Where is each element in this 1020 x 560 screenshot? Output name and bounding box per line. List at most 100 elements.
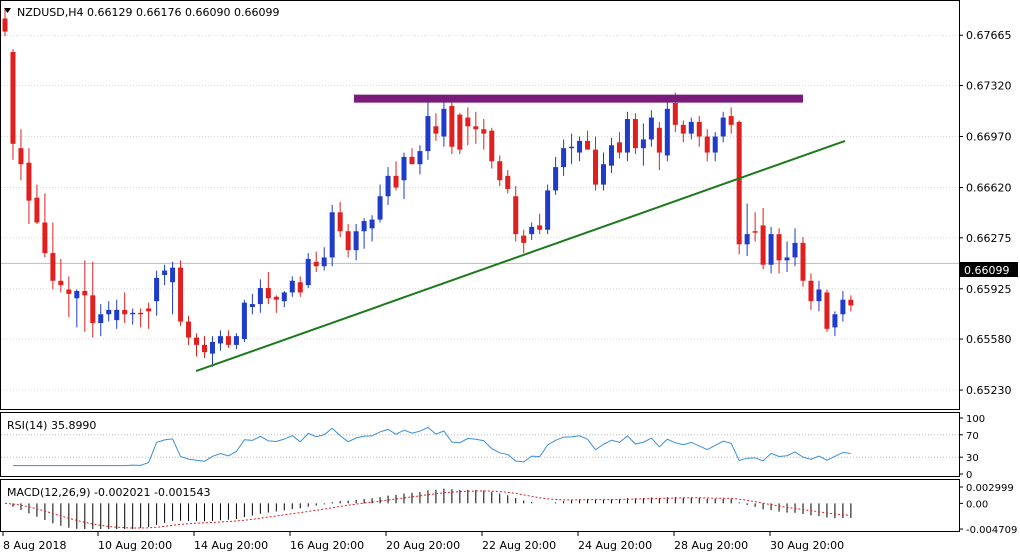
candle-body bbox=[281, 292, 287, 302]
price-tick-label: 0.65925 bbox=[966, 283, 1012, 296]
candle-body bbox=[10, 52, 16, 144]
candle-body bbox=[34, 197, 40, 223]
candle-body bbox=[42, 222, 48, 254]
candle-body bbox=[800, 242, 806, 281]
candle-body bbox=[321, 257, 327, 267]
candle-body bbox=[217, 336, 223, 344]
candle-body bbox=[848, 299, 854, 306]
candle-body bbox=[50, 253, 56, 281]
candle-body bbox=[377, 196, 383, 220]
rsi-tick-label: 70 bbox=[966, 431, 979, 442]
price-tick-label: 0.67320 bbox=[966, 80, 1012, 93]
candle-body bbox=[832, 314, 838, 328]
candle-body bbox=[122, 309, 128, 315]
candle-body bbox=[537, 225, 543, 230]
macd-panel bbox=[0, 479, 960, 532]
candle-body bbox=[409, 156, 415, 165]
candle-body bbox=[2, 18, 8, 32]
macd-tick-label: 0.00 bbox=[966, 499, 988, 510]
rsi-label: RSI(14) 35.8990 bbox=[7, 419, 96, 432]
candle-body bbox=[345, 231, 351, 251]
overlays-group bbox=[195, 94, 846, 373]
candle-body bbox=[553, 167, 559, 191]
candle-body bbox=[784, 257, 790, 261]
candle-body bbox=[840, 299, 846, 315]
candle-body bbox=[465, 117, 471, 127]
main-panel bbox=[0, 0, 960, 410]
candle-body bbox=[154, 277, 160, 302]
candles-group bbox=[2, 8, 854, 367]
macd-tick-label: -0.004709 bbox=[966, 525, 1017, 536]
candle-body bbox=[640, 139, 646, 149]
candle-body bbox=[489, 130, 495, 162]
time-tick-label: 30 Aug 20:00 bbox=[770, 539, 844, 552]
candle-body bbox=[672, 103, 678, 125]
candle-body bbox=[369, 219, 375, 229]
time-tick-label: 22 Aug 20:00 bbox=[482, 539, 556, 552]
candle-body bbox=[146, 308, 152, 312]
candle-body bbox=[688, 121, 694, 134]
dropdown-arrow-icon[interactable] bbox=[4, 8, 11, 13]
candle-body bbox=[513, 196, 519, 235]
candle-body bbox=[624, 119, 630, 153]
candle-body bbox=[162, 270, 168, 275]
candle-body bbox=[209, 341, 215, 354]
rsi-tick-label: 30 bbox=[966, 453, 979, 464]
candle-body bbox=[792, 242, 798, 258]
candle-body bbox=[425, 116, 431, 152]
candle-body bbox=[808, 280, 814, 302]
macd-tick-label: 0.002999 bbox=[966, 483, 1014, 494]
candle-body bbox=[616, 142, 622, 153]
time-tick-label: 8 Aug 2018 bbox=[3, 539, 66, 552]
candle-body bbox=[760, 225, 766, 265]
candle-body bbox=[257, 288, 263, 305]
macd-label: MACD(12,26,9) -0.002021 -0.001543 bbox=[7, 486, 210, 499]
candle-body bbox=[561, 148, 567, 168]
candle-body bbox=[297, 282, 303, 293]
candle-body bbox=[744, 234, 750, 245]
price-tick-label: 0.66620 bbox=[966, 182, 1012, 195]
candle-body bbox=[361, 221, 367, 232]
candle-body bbox=[728, 116, 734, 125]
candle-body bbox=[712, 136, 718, 153]
rsi-panel bbox=[0, 412, 960, 477]
candle-body bbox=[186, 321, 192, 338]
candle-body bbox=[577, 140, 583, 153]
candle-body bbox=[401, 156, 407, 181]
price-tick-label: 0.65580 bbox=[966, 333, 1012, 346]
candle-body bbox=[593, 149, 599, 185]
candle-body bbox=[90, 295, 96, 324]
candle-body bbox=[585, 140, 591, 150]
candle-body bbox=[752, 231, 758, 233]
candle-body bbox=[265, 288, 271, 299]
axes-group: 0.67665 0.67320 0.66970 0.66620 0.66275 0.659… bbox=[2, 29, 1017, 552]
candle-body bbox=[393, 175, 399, 188]
candle-body bbox=[249, 304, 255, 307]
candle-body bbox=[98, 314, 104, 324]
rsi-tick-label: 100 bbox=[966, 414, 985, 425]
candle-body bbox=[680, 124, 686, 134]
macd-group bbox=[4, 488, 852, 529]
candle-body bbox=[170, 267, 176, 283]
time-tick-label: 10 Aug 20:00 bbox=[98, 539, 172, 552]
candle-body bbox=[66, 289, 72, 294]
candle-body bbox=[569, 146, 575, 149]
candle-body bbox=[521, 235, 527, 243]
candle-body bbox=[58, 280, 64, 286]
candle-body bbox=[74, 290, 80, 299]
candle-body bbox=[824, 292, 830, 329]
candle-body bbox=[353, 231, 359, 251]
candle-body bbox=[138, 312, 144, 315]
candle-body bbox=[433, 126, 439, 134]
candle-body bbox=[26, 162, 32, 201]
time-tick-label: 14 Aug 20:00 bbox=[194, 539, 268, 552]
candle-body bbox=[18, 148, 24, 165]
rsi-line bbox=[12, 426, 851, 467]
candle-body bbox=[505, 175, 511, 189]
candle-body bbox=[768, 234, 774, 265]
candle-body bbox=[704, 136, 710, 153]
candle-body bbox=[305, 258, 311, 286]
candle-body bbox=[441, 108, 447, 137]
candle-body bbox=[664, 108, 670, 156]
